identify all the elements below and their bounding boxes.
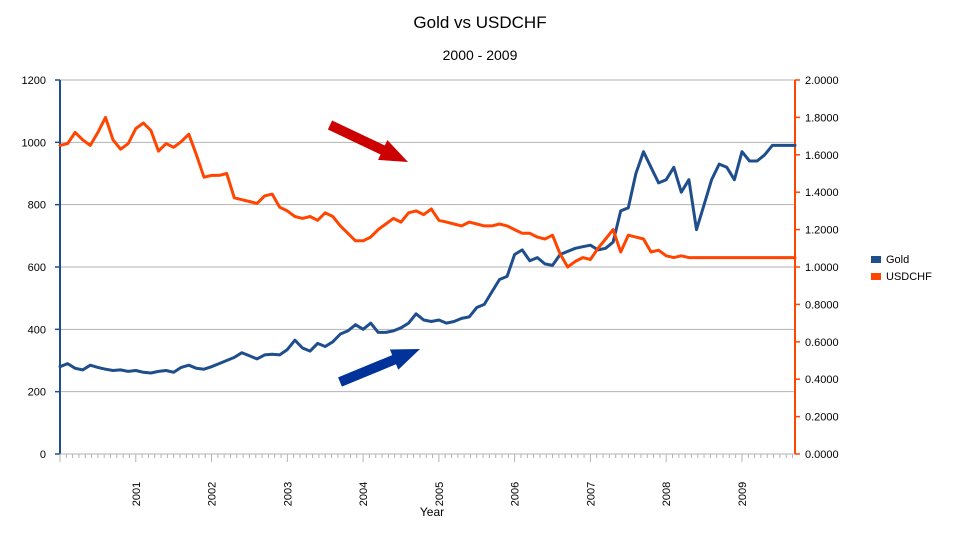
legend-swatch-gold xyxy=(871,256,881,263)
left-tick-label-2: 400 xyxy=(28,324,46,336)
legend-swatch-usdchf xyxy=(871,273,881,280)
annotation-arrows xyxy=(327,120,420,387)
right-tick-label-7: 1.4000 xyxy=(805,187,839,199)
x-axis-label: Year xyxy=(420,505,444,519)
red-arrow xyxy=(327,120,408,162)
right-tick-label-10: 2.0000 xyxy=(805,75,839,87)
x-tick-label-2005: 2005 xyxy=(434,482,446,506)
x-axis: 2001 2002 2003 2004 2005 2006 2007 2008 2009 xyxy=(59,453,795,506)
right-tick-label-6: 1.2000 xyxy=(805,225,839,237)
right-tick-label-8: 1.6000 xyxy=(805,150,839,162)
legend: Gold USDCHF xyxy=(871,254,932,283)
x-tick-label-2003: 2003 xyxy=(282,482,294,506)
right-tick-label-2: 0.4000 xyxy=(805,374,839,386)
legend-label-gold: Gold xyxy=(886,254,909,266)
x-tick-label-2009: 2009 xyxy=(737,482,749,506)
left-tick-label-4: 800 xyxy=(28,200,46,212)
left-tick-label-6: 1200 xyxy=(22,75,46,87)
left-tick-label-5: 1000 xyxy=(22,137,46,149)
chart-subtitle: 2000 - 2009 xyxy=(443,47,518,63)
right-tick-label-5: 1.0000 xyxy=(805,262,839,274)
right-tick-label-1: 0.2000 xyxy=(805,412,839,424)
series-line-gold xyxy=(58,143,797,375)
series-line-usdchf xyxy=(58,115,797,269)
right-y-axis: 0.0000 0.2000 0.4000 0.6000 0.8000 1.0000 1.20… xyxy=(794,75,839,461)
grid-lines xyxy=(60,79,795,455)
x-tick-label-2006: 2006 xyxy=(510,482,522,506)
x-tick-label-2002: 2002 xyxy=(207,482,219,506)
right-tick-label-0: 0.0000 xyxy=(805,449,839,461)
left-tick-label-3: 600 xyxy=(28,262,46,274)
left-tick-label-1: 200 xyxy=(28,387,46,399)
right-tick-label-9: 1.8000 xyxy=(805,112,839,124)
blue-arrow xyxy=(338,349,420,387)
x-tick-label-2004: 2004 xyxy=(358,482,370,506)
right-tick-label-4: 0.8000 xyxy=(805,299,839,311)
x-tick-label-2001: 2001 xyxy=(131,482,143,506)
legend-label-usdchf: USDCHF xyxy=(886,271,932,283)
series-group xyxy=(58,115,797,375)
x-tick-label-2008: 2008 xyxy=(661,482,673,506)
right-tick-label-3: 0.6000 xyxy=(805,337,839,349)
left-y-axis: 0 200 400 600 800 1000 1200 xyxy=(22,75,61,461)
x-tick-label-2007: 2007 xyxy=(585,482,597,506)
left-tick-label-0: 0 xyxy=(40,449,46,461)
chart-title: Gold vs USDCHF xyxy=(413,13,546,32)
